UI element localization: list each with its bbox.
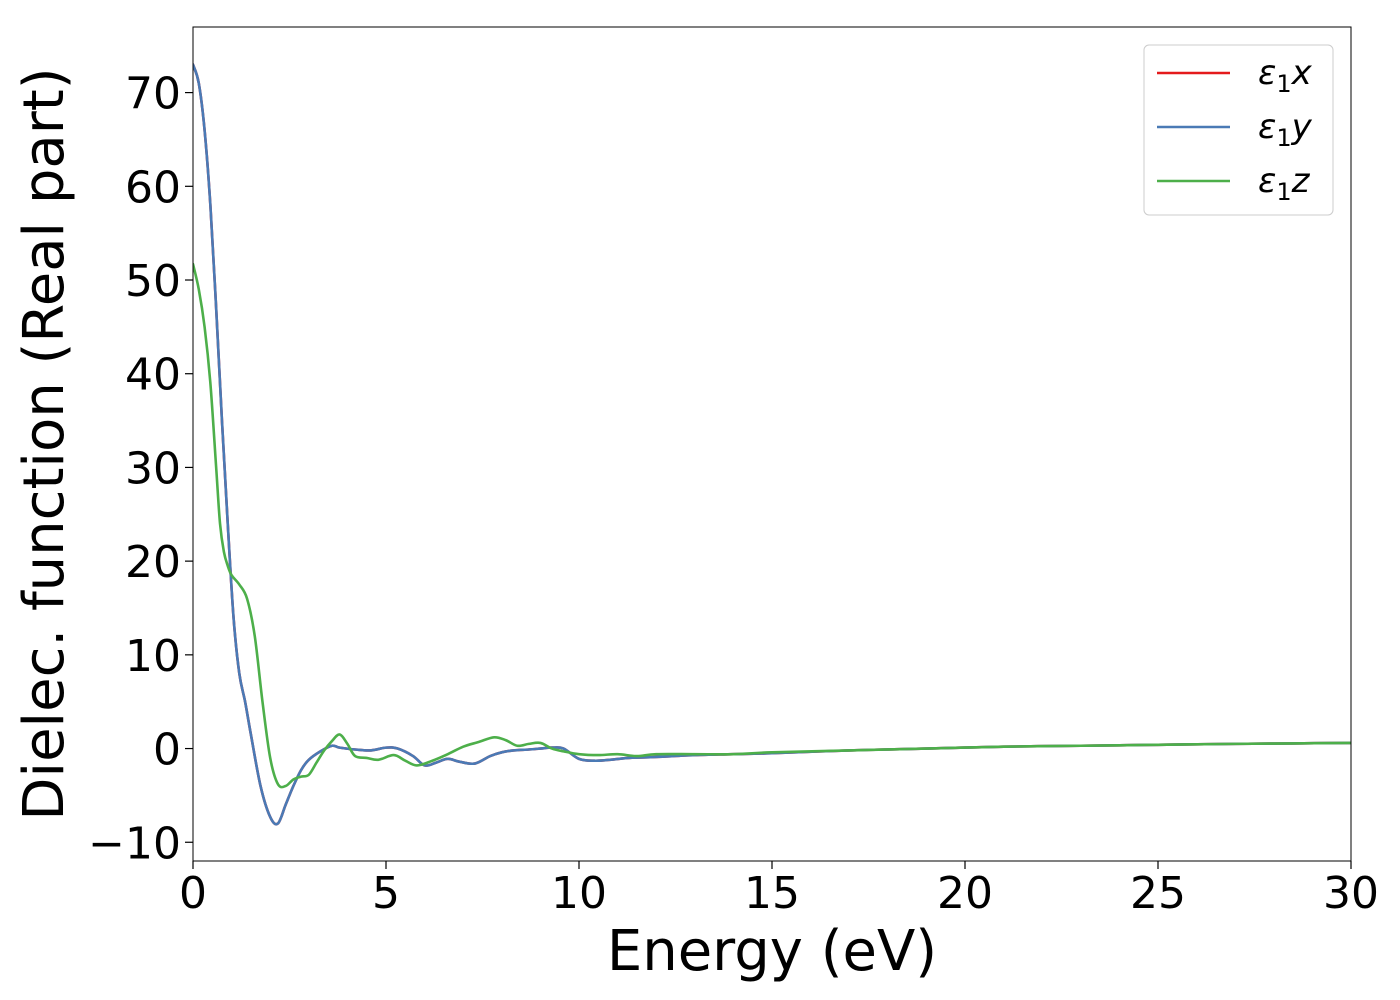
x-tick-label: 20 — [937, 868, 993, 919]
legend-label-component: y — [1291, 107, 1313, 147]
y-tick-label: 10 — [125, 631, 181, 682]
series-layer — [193, 63, 1351, 826]
legend-label-symbol: ε — [1258, 107, 1276, 147]
legend-label: ε1x — [1258, 53, 1313, 98]
x-axis: 0 5 10 15 20 25 30 — [179, 861, 1379, 919]
legend-label-subscript: 1 — [1276, 70, 1291, 98]
legend-item-y: ε1y — [1157, 107, 1313, 152]
y-tick-label: 30 — [125, 443, 181, 494]
legend-label: ε1z — [1258, 161, 1311, 206]
y-tick-label: 70 — [125, 69, 181, 120]
legend-frame — [1143, 44, 1334, 216]
x-tick-label: 5 — [372, 868, 400, 919]
y-tick-label: 40 — [125, 350, 181, 401]
y-tick-label: 20 — [125, 537, 181, 588]
legend-label-subscript: 1 — [1276, 124, 1291, 152]
y-tick-label: −10 — [88, 818, 181, 869]
legend-label-component: z — [1291, 161, 1311, 201]
legend-label-symbol: ε — [1258, 53, 1276, 93]
legend-label-component: x — [1291, 53, 1313, 93]
y-tick-label: 0 — [153, 725, 181, 776]
legend-item-x: ε1x — [1157, 53, 1313, 98]
legend-label: ε1y — [1258, 107, 1313, 152]
x-tick-label: 25 — [1130, 868, 1186, 919]
y-tick-label: 50 — [125, 256, 181, 307]
y-axis: −10 0 10 20 30 40 50 60 70 — [88, 69, 193, 869]
legend-label-symbol: ε — [1258, 161, 1276, 201]
x-tick-label: 15 — [744, 868, 800, 919]
legend-item-z: ε1z — [1157, 161, 1311, 206]
y-tick-label: 60 — [125, 162, 181, 213]
y-axis-label: Dielec. function (Real part) — [12, 67, 77, 820]
x-axis-label: Energy (eV) — [607, 919, 937, 984]
series-line-z — [193, 262, 1351, 789]
x-tick-label: 0 — [179, 868, 207, 919]
x-tick-label: 10 — [551, 868, 607, 919]
legend-label-subscript: 1 — [1276, 178, 1291, 206]
x-tick-label: 30 — [1323, 868, 1379, 919]
